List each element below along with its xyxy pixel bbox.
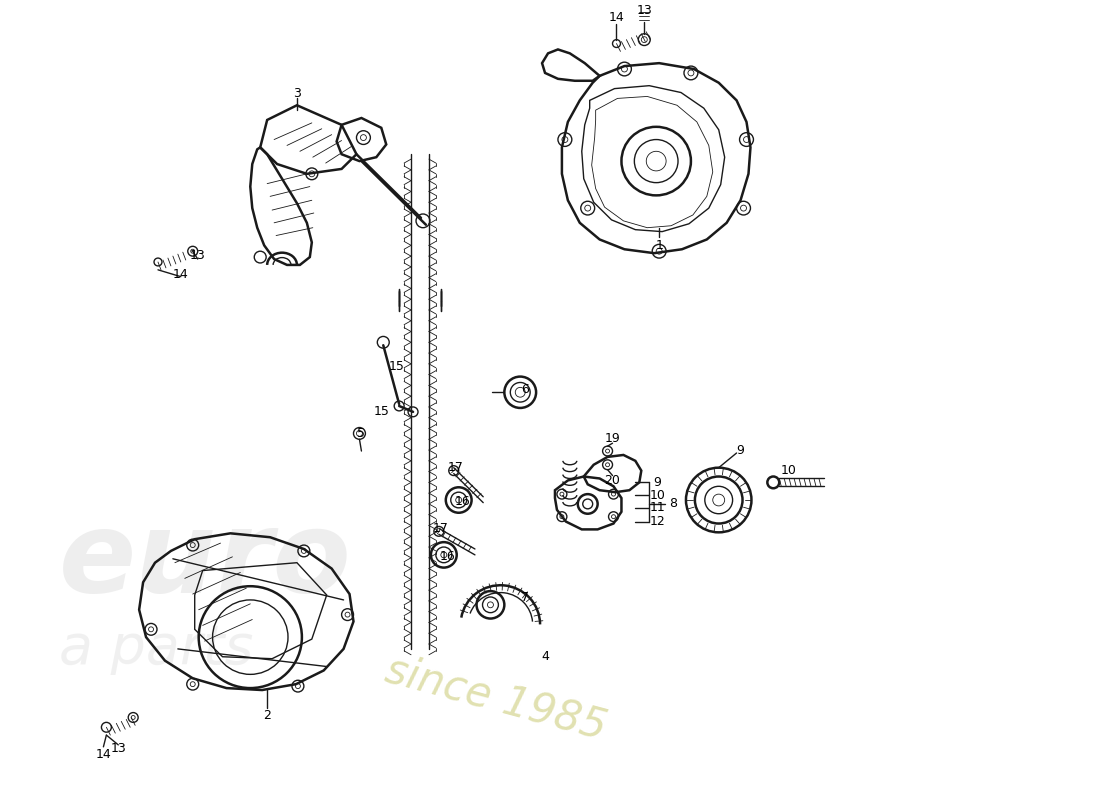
Text: 5: 5 xyxy=(358,427,365,440)
Text: 12: 12 xyxy=(649,515,666,528)
Text: 14: 14 xyxy=(96,748,111,761)
Text: 17: 17 xyxy=(433,522,449,535)
Text: 13: 13 xyxy=(110,742,126,755)
Text: 7: 7 xyxy=(521,591,529,605)
Text: 14: 14 xyxy=(173,268,189,282)
Text: 14: 14 xyxy=(608,10,625,24)
Text: 19: 19 xyxy=(605,432,620,445)
Text: 13: 13 xyxy=(190,249,206,262)
Text: 20: 20 xyxy=(605,474,620,487)
Text: 2: 2 xyxy=(263,709,271,722)
Text: euro: euro xyxy=(58,506,352,616)
Text: a parts: a parts xyxy=(58,622,253,675)
Text: 15: 15 xyxy=(388,360,404,374)
Text: 11: 11 xyxy=(649,502,666,514)
Text: 1: 1 xyxy=(656,239,663,252)
Text: 8: 8 xyxy=(669,498,678,510)
Text: 16: 16 xyxy=(440,550,455,563)
Text: 4: 4 xyxy=(541,650,549,663)
Text: 6: 6 xyxy=(521,383,529,396)
Text: 16: 16 xyxy=(454,495,471,509)
Text: 3: 3 xyxy=(293,87,301,100)
Text: 10: 10 xyxy=(649,489,666,502)
Text: 9: 9 xyxy=(653,476,661,489)
Text: 10: 10 xyxy=(780,464,796,477)
Text: 9: 9 xyxy=(737,443,745,457)
Text: 13: 13 xyxy=(637,4,652,17)
Text: 17: 17 xyxy=(448,461,464,474)
Text: since 1985: since 1985 xyxy=(382,648,612,747)
Text: 15: 15 xyxy=(373,406,389,418)
